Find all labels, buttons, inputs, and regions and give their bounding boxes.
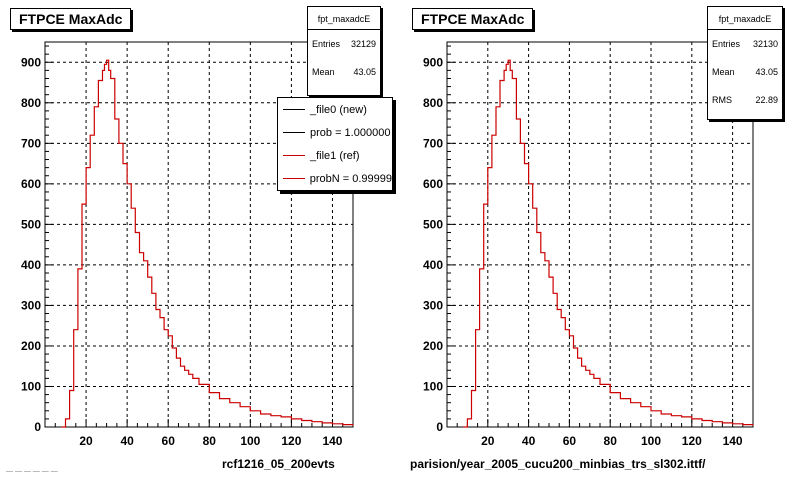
legend-label: _file0 (new)	[310, 103, 367, 116]
y-tick-label: 200	[21, 339, 41, 353]
y-tick-label: 700	[21, 136, 41, 150]
stats-value: 22.89	[755, 95, 778, 105]
legend-entry: _file1 (ref)	[278, 144, 392, 167]
x-tick-label: 100	[641, 434, 661, 448]
y-tick-label: 300	[423, 298, 443, 312]
stats-value: 32130	[752, 39, 778, 49]
stats-row: Mean 43.05	[708, 58, 782, 86]
stats-row: Entries 32130	[708, 30, 782, 58]
legend-entry: probN = 0.99999	[278, 167, 392, 190]
legend-label: prob = 1.000000	[310, 126, 391, 139]
y-tick-label: 400	[21, 258, 41, 272]
legend-label: probN = 0.99999	[309, 172, 392, 185]
footer-stamp: — — — — — —	[6, 468, 58, 475]
y-tick-label: 700	[423, 136, 443, 150]
x-tick-label: 100	[240, 434, 260, 448]
y-tick-label: 900	[423, 55, 443, 69]
legend-swatch	[283, 155, 305, 156]
stats-row: RMS 22.89	[708, 86, 782, 114]
y-tick-label: 900	[21, 55, 41, 69]
x-tick-label: 80	[203, 434, 217, 448]
stats-row: Entries 32129	[308, 30, 380, 58]
x-tick-label: 40	[522, 434, 536, 448]
stats-name: fpt_maxadcE	[708, 7, 782, 30]
y-tick-label: 800	[21, 96, 41, 110]
histogram-series	[61, 59, 354, 428]
legend-swatch	[283, 178, 305, 179]
stats-row: Mean 43.05	[308, 58, 380, 86]
legend-box: _file0 (new) prob = 1.000000 _file1 (ref…	[277, 97, 393, 191]
stats-label: Mean	[712, 67, 735, 77]
y-tick-label: 600	[21, 177, 41, 191]
stats-name: fpt_maxadcE	[308, 7, 380, 30]
y-tick-label: 500	[423, 217, 443, 231]
x-tick-label: 120	[281, 434, 301, 448]
stats-value: 43.05	[353, 67, 376, 77]
y-tick-label: 800	[423, 96, 443, 110]
y-tick-label: 200	[423, 339, 443, 353]
y-tick-label: 600	[423, 177, 443, 191]
y-tick-label: 0	[436, 420, 443, 434]
stats-label: Mean	[312, 67, 335, 77]
histogram-series	[463, 59, 754, 428]
legend-label: _file1 (ref)	[310, 149, 360, 162]
y-tick-label: 0	[34, 420, 41, 434]
stats-label: Entries	[312, 39, 341, 49]
legend-entry: prob = 1.000000	[278, 121, 392, 144]
x-tick-label: 60	[162, 434, 176, 448]
y-tick-label: 400	[423, 258, 443, 272]
x-tick-label: 20	[79, 434, 93, 448]
legend-entry: _file0 (new)	[278, 98, 392, 121]
x-tick-label: 80	[604, 434, 618, 448]
y-tick-label: 100	[21, 379, 41, 393]
chart-title: FTPCE MaxAdc	[412, 8, 534, 30]
stats-value: 43.05	[755, 67, 778, 77]
x-tick-label: 120	[682, 434, 702, 448]
chart-caption: parision/year_2005_cucu200_minbias_trs_s…	[410, 457, 706, 471]
y-tick-label: 500	[21, 217, 41, 231]
x-tick-label: 60	[563, 434, 577, 448]
y-tick-label: 100	[423, 379, 443, 393]
chart-caption: rcf1216_05_200evts	[222, 457, 335, 471]
x-tick-label: 40	[120, 434, 134, 448]
stats-box: fpt_maxadcE Entries 32130 Mean 43.05 RMS…	[707, 6, 783, 120]
legend-swatch	[283, 109, 305, 110]
x-tick-label: 20	[481, 434, 495, 448]
y-tick-label: 300	[21, 298, 41, 312]
x-tick-label: 140	[322, 434, 342, 448]
legend-swatch	[283, 132, 305, 133]
chart-title: FTPCE MaxAdc	[10, 8, 132, 30]
x-tick-label: 140	[723, 434, 743, 448]
stats-value: 32129	[350, 39, 376, 49]
stats-label: Entries	[712, 39, 741, 49]
stats-label: RMS	[712, 95, 732, 105]
stats-box: fpt_maxadcE Entries 32129 Mean 43.05	[307, 6, 381, 96]
